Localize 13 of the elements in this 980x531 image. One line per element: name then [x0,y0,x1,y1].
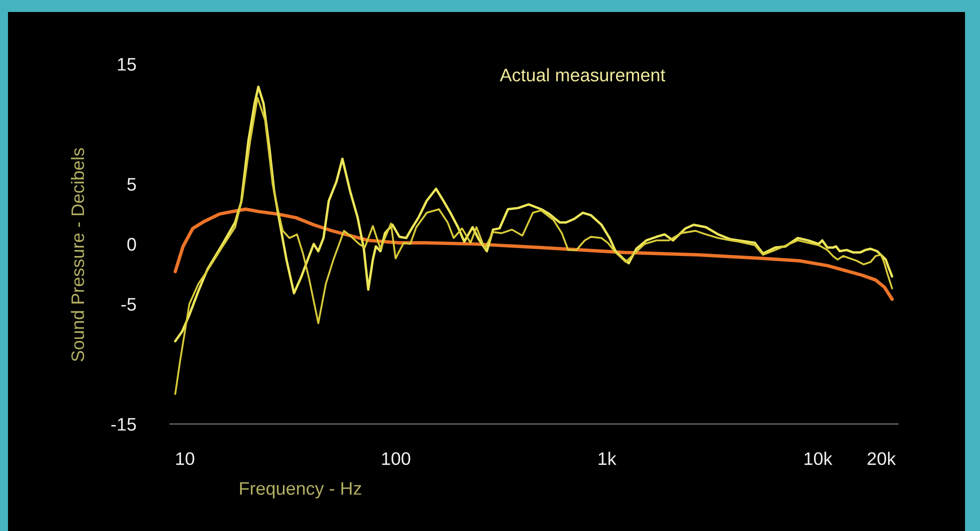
y-tick-label: 0 [127,238,136,251]
x-tick-label: 1k [598,452,616,465]
y-tick-label: 5 [127,178,136,191]
x-axis-title: Frequency - Hz [240,482,362,498]
y-tick-label: -5 [121,298,136,311]
y-tick-label: 15 [118,58,136,71]
x-tick-label: 10k [804,452,832,466]
annotation: Actual measurement [500,68,666,82]
x-tick-label: 20k [868,452,896,466]
y-tick-label: -15 [111,418,136,431]
x-tick-label: 10 [176,452,194,466]
y-axis-title: Sound Pressure - Decibels [70,148,84,362]
x-tick-label: 100 [382,452,410,466]
